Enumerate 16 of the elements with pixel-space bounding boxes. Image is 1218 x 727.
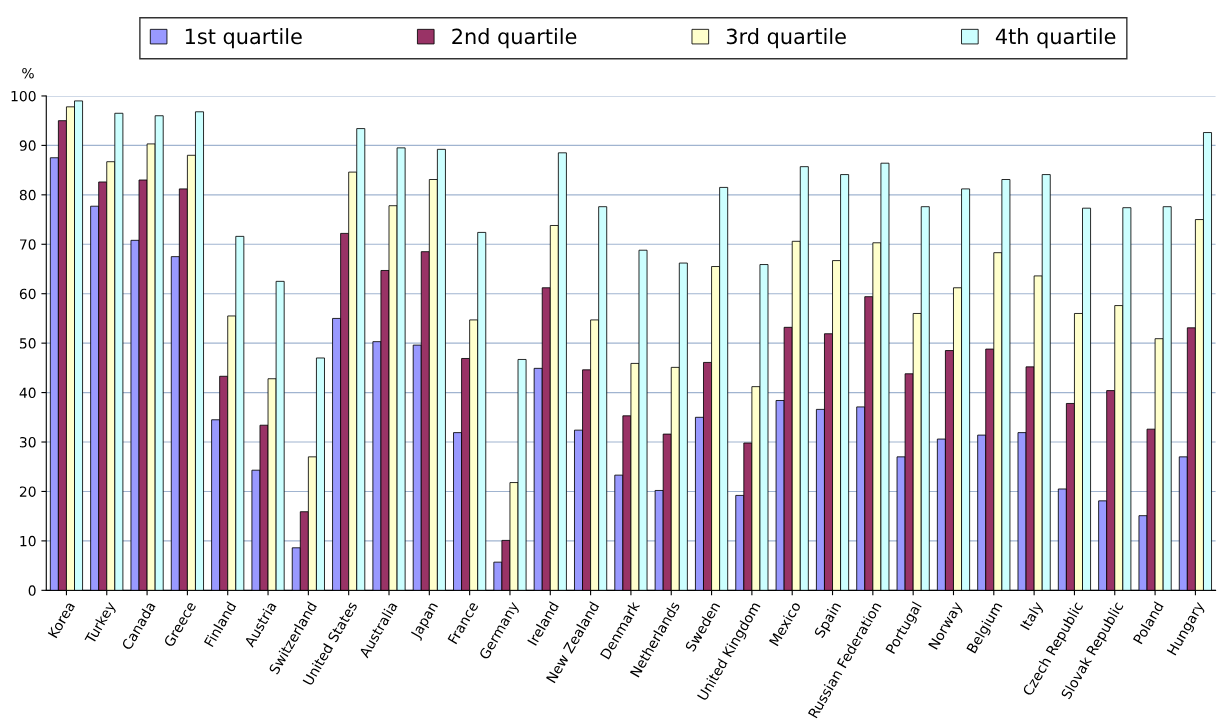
y-axis-title: %	[22, 67, 34, 79]
legend-label: 1st quartile	[185, 28, 302, 49]
y-tick-label: 0	[28, 585, 36, 596]
y-tick-label: 40	[19, 387, 36, 399]
y-tick-label: 10	[20, 535, 36, 547]
y-tick-label: 80	[19, 189, 36, 201]
legend-label: 3rd quartile	[726, 28, 846, 49]
y-tick-label: 20	[19, 486, 36, 497]
y-tick-label: 30	[19, 436, 36, 448]
legend-label: 4th quartile	[995, 28, 1116, 49]
y-tick-label: 70	[20, 239, 36, 250]
y-tick-label: 50	[19, 338, 36, 349]
legend-label: 2nd quartile	[452, 28, 577, 49]
y-tick-label: 100	[11, 90, 36, 102]
y-tick-label: 90	[19, 140, 36, 151]
y-tick-label: 60	[19, 288, 36, 300]
